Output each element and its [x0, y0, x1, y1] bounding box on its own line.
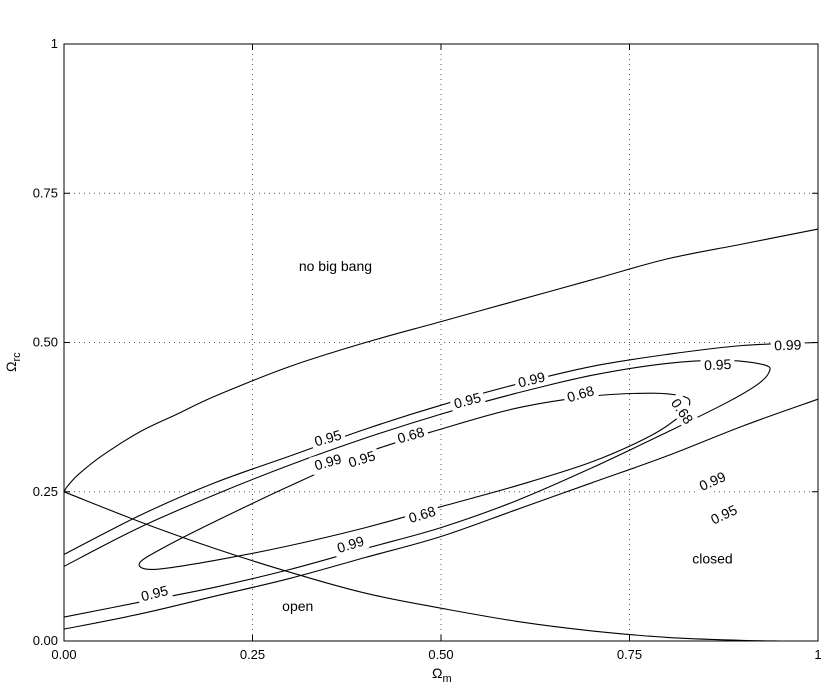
contour-label-group-11: 0.99 — [331, 530, 370, 558]
contour-label-group-0: 0.68 — [391, 421, 430, 449]
contour-label-bg-5 — [342, 445, 381, 473]
boundary-lines — [63, 228, 819, 642]
x-tick-label-2: 0.50 — [428, 647, 453, 662]
annotation-no-big-bang: no big bang — [299, 258, 372, 274]
no-big-bang-boundary — [63, 228, 819, 493]
contour-label-bg-3 — [403, 500, 441, 528]
y-tick-label-0: 0.00 — [33, 633, 58, 648]
x-tick-label-3: 0.75 — [617, 647, 642, 662]
contour-label-0: 0.68 — [395, 423, 426, 446]
contour-label-group-10: 0.99 — [309, 448, 347, 476]
contour-label-bg-7 — [700, 354, 736, 375]
flat-universe-line — [63, 491, 781, 642]
y-tick-label-1: 0.25 — [33, 484, 58, 499]
y-axis-subscript: rc — [11, 352, 23, 362]
contour-label-bg-9 — [135, 580, 174, 607]
contour-label-group-4: 0.95 — [309, 424, 347, 452]
contour-label-bg-0 — [391, 421, 430, 449]
contour-label-group-6: 0.95 — [448, 387, 487, 414]
contour-label-10: 0.99 — [313, 450, 344, 473]
annotation-open: open — [282, 598, 313, 614]
contour-label-3: 0.68 — [407, 503, 438, 526]
contour-label-bg-11 — [331, 530, 370, 558]
contour-label-bg-6 — [448, 387, 487, 414]
contour-labels: 0.680.680.680.680.950.950.950.950.950.95… — [135, 335, 806, 607]
y-tick-label-2: 0.50 — [33, 335, 58, 350]
y-axis-title: Ωrc — [3, 352, 23, 372]
contour-label-group-1: 0.68 — [561, 380, 600, 408]
contour-068-0 — [138, 392, 691, 570]
contour-label-group-9: 0.95 — [135, 580, 174, 607]
region-annotations: no big bang open closed — [282, 258, 733, 614]
x-axis-subscript: m — [442, 673, 451, 685]
contour-label-group-7: 0.95 — [700, 354, 736, 375]
contour-label-group-12: 0.99 — [512, 366, 551, 393]
contour-label-bg-1 — [561, 380, 600, 408]
grid-lines — [64, 44, 818, 641]
contour-label-group-3: 0.68 — [403, 500, 441, 528]
contour-label-4: 0.95 — [313, 426, 344, 449]
contour-label-5: 0.95 — [346, 447, 377, 470]
x-axis-symbol: Ω — [432, 665, 442, 681]
contour-label-bg-14 — [693, 465, 732, 497]
contour-label-13: 0.99 — [774, 336, 802, 353]
y-tick-label-3: 0.75 — [33, 185, 58, 200]
x-tick-label-4: 1 — [814, 647, 821, 662]
contour-label-9: 0.95 — [139, 582, 170, 604]
contour-label-11: 0.99 — [335, 533, 366, 556]
x-axis-title: Ωm — [432, 665, 452, 685]
contour-label-6: 0.95 — [452, 389, 483, 412]
contour-label-bg-13 — [770, 335, 806, 355]
contour-label-7: 0.95 — [704, 356, 732, 373]
contour-label-group-5: 0.95 — [342, 445, 381, 473]
x-tick-label-0: 0.00 — [51, 647, 76, 662]
contour-label-bg-4 — [309, 424, 347, 452]
contour-label-group-13: 0.99 — [770, 335, 806, 355]
y-axis-symbol: Ω — [3, 362, 19, 372]
y-tick-label-4: 1 — [51, 36, 58, 51]
contour-label-bg-12 — [512, 366, 551, 393]
contour-label-bg-8 — [704, 499, 744, 530]
contour-label-bg-2 — [665, 392, 700, 431]
contour-label-bg-10 — [309, 448, 347, 476]
contour-099-3 — [63, 398, 819, 630]
contour-label-12: 0.99 — [516, 368, 547, 390]
axis-ticks: 0.00 0.25 0.50 0.75 1 0.00 0.25 0.50 0.75 1 — [33, 36, 822, 662]
contour-label-1: 0.68 — [565, 382, 596, 405]
x-tick-label-1: 0.25 — [240, 647, 265, 662]
annotation-closed: closed — [692, 550, 732, 566]
contour-099-2 — [63, 341, 819, 555]
